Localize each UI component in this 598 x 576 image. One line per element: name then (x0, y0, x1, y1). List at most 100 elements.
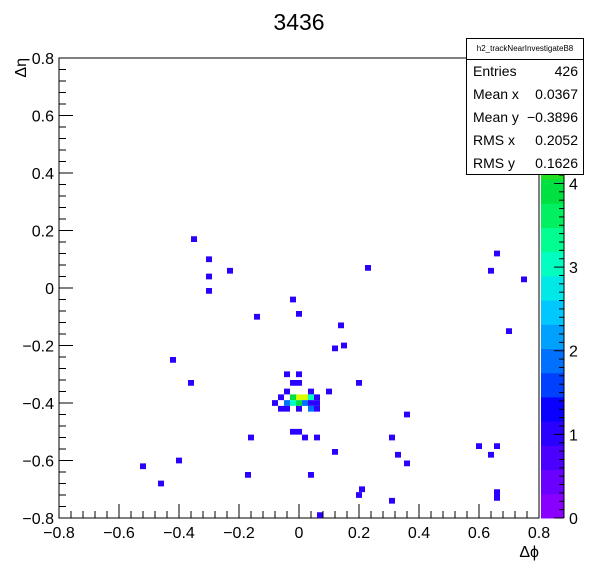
chart-title: 3436 (273, 9, 324, 35)
heatmap-cell (296, 380, 302, 386)
z-tick-label: 3 (569, 260, 578, 277)
heatmap-cell (284, 400, 290, 406)
y-tick-label: 0.6 (32, 109, 54, 126)
color-scale-bin (541, 227, 564, 253)
z-tick-label: 1 (569, 427, 578, 444)
stats-key: RMS x (473, 132, 515, 148)
heatmap-cell (206, 273, 212, 280)
stats-key: Mean y (473, 109, 519, 125)
heatmap-cell (356, 492, 362, 498)
y-tick-label: −0.4 (22, 396, 54, 413)
stats-row: Mean y −0.3896 (467, 106, 583, 129)
heatmap-cell (191, 236, 197, 242)
y-tick-label: 0.2 (32, 224, 54, 241)
heatmap-cell (326, 388, 332, 395)
x-axis-label: Δϕ (519, 544, 539, 561)
x-tick-label: −0.6 (103, 525, 135, 542)
heatmap-cell (341, 342, 347, 349)
heatmap-cell (284, 388, 290, 395)
heatmap-cell (290, 296, 296, 303)
color-scale-bin (541, 275, 564, 301)
heatmap-cell (389, 434, 395, 441)
y-tick-label: −0.6 (22, 454, 54, 471)
x-tick-label: 0 (295, 525, 304, 542)
heatmap-cell (284, 405, 290, 412)
heatmap-cell (308, 472, 314, 478)
heatmap-cell (314, 434, 320, 441)
stats-value: −0.3896 (527, 109, 578, 125)
x-tick-label: 0.6 (468, 525, 490, 542)
heatmap-cell (296, 405, 302, 412)
y-axis-label: Δη (13, 58, 30, 78)
color-scale-bin (541, 445, 564, 471)
heatmap-cell (332, 449, 338, 455)
color-scale-bin (541, 493, 564, 519)
heatmap-cell (290, 380, 296, 386)
heatmap-cell (308, 405, 314, 412)
heatmap-cell (488, 267, 494, 274)
stats-key: RMS y (473, 155, 515, 171)
x-tick-label: −0.2 (223, 525, 255, 542)
heatmap-cell (476, 443, 482, 449)
heatmap-cell (206, 288, 212, 294)
heatmap-cell (296, 394, 302, 401)
heatmap-cell (356, 380, 362, 386)
heatmap-cell (254, 313, 260, 320)
heatmap-cell (290, 400, 296, 406)
x-tick-label: −0.8 (43, 525, 75, 542)
heatmap-cell (176, 457, 182, 464)
heatmap-cell (521, 276, 527, 283)
stats-value: 0.0367 (535, 86, 578, 102)
heatmap-cell (404, 411, 410, 418)
heatmap-cell (278, 394, 284, 401)
color-scale-bin (541, 324, 564, 350)
heatmap-cell (314, 405, 320, 412)
z-tick-label: 2 (569, 344, 578, 361)
x-tick-label: 0.2 (348, 525, 370, 542)
heatmap-cell (302, 394, 308, 401)
heatmap-cell (227, 267, 233, 274)
stats-rows: Entries 426 Mean x 0.0367 Mean y −0.3896 RMS x… (467, 60, 583, 175)
stats-row: RMS x 0.2052 (467, 129, 583, 152)
heatmap-cell (359, 486, 365, 493)
heatmap-cell (395, 451, 401, 458)
y-tick-label: 0.8 (32, 51, 54, 68)
color-scale-bin (541, 179, 564, 204)
y-tick-label: 0.4 (32, 166, 54, 183)
x-tick-label: −0.4 (163, 525, 195, 542)
heatmap-cell (404, 460, 410, 467)
heatmap-cell (314, 394, 320, 401)
heatmap-cell (158, 480, 164, 487)
heatmap-cell (278, 405, 284, 412)
heatmap-cell (332, 345, 338, 352)
heatmap-cell (338, 322, 344, 329)
stats-value: 426 (554, 63, 578, 79)
heatmap-cell (206, 256, 212, 263)
stats-box: h2_trackNearInvestigateB8 Entries 426 Mean… (466, 38, 584, 175)
color-scale-bin (541, 203, 564, 228)
heatmap-cell (245, 472, 251, 478)
color-scale-bin (541, 348, 564, 374)
color-scale-bin (541, 396, 564, 422)
heatmap-cell (317, 512, 323, 518)
color-scale-bin (541, 372, 564, 398)
stats-key: Mean x (473, 86, 519, 102)
x-axis: −0.8 −0.6 −0.4 −0.2 0 0.2 0.4 0.6 0.8 (43, 504, 550, 542)
heatmap-cell (296, 428, 302, 435)
heatmap-cell (248, 434, 254, 441)
x-tick-label: 0.4 (408, 525, 430, 542)
heatmap-cell (314, 400, 320, 406)
heatmap-cell (308, 394, 314, 401)
heatmap-cell (284, 371, 290, 378)
heatmap-cell (302, 400, 308, 406)
stats-row: Mean x 0.0367 (467, 83, 583, 106)
color-scale-bin (541, 300, 564, 325)
y-tick-label: −0.2 (22, 339, 54, 356)
heatmap-cell (494, 250, 500, 257)
heatmap-cell (494, 443, 500, 449)
data-cells (140, 236, 527, 518)
heatmap-cell (488, 451, 494, 458)
color-scale-bin (541, 251, 564, 277)
y-axis: −0.8 −0.6 −0.4 −0.2 0 0.2 0.4 0.6 0.8 (22, 51, 73, 528)
